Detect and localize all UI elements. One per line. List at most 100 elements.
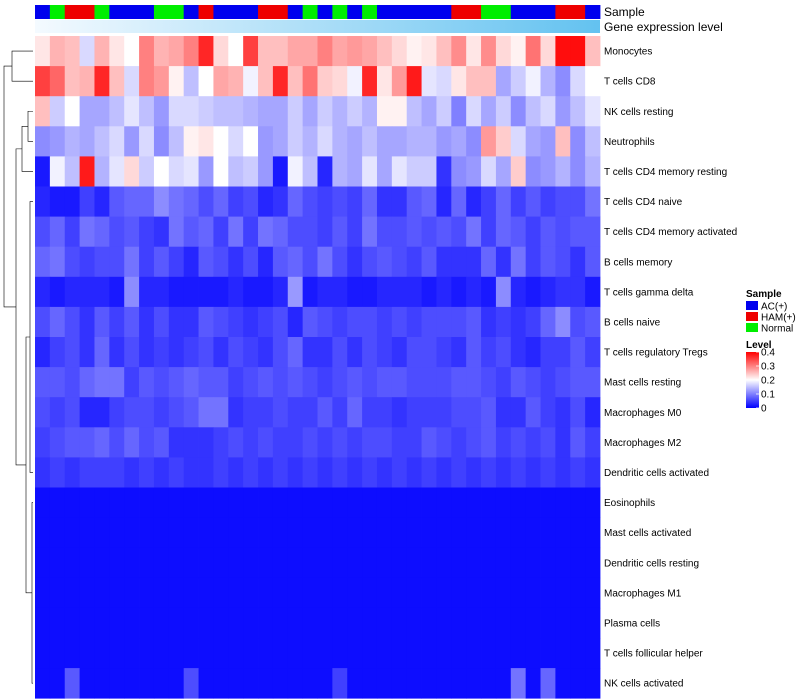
heatmap-cell <box>555 36 571 67</box>
heatmap-cell <box>510 397 527 428</box>
heatmap-cell <box>555 668 571 699</box>
heatmap-cell <box>570 457 586 488</box>
heatmap-cell <box>347 577 363 609</box>
heatmap-cell <box>317 246 333 278</box>
heatmap-cell <box>421 306 437 338</box>
heatmap-cell <box>540 668 556 699</box>
heatmap-cell <box>64 367 81 398</box>
heatmap-cell <box>64 517 81 549</box>
heatmap-cell <box>272 457 289 488</box>
heatmap-cell <box>525 427 541 458</box>
heatmap-cell <box>332 638 348 669</box>
heatmap-cell <box>35 607 51 639</box>
heatmap-cell <box>168 337 185 368</box>
heatmap-cell <box>109 306 125 338</box>
heatmap-cell <box>510 668 527 699</box>
heatmap-cell <box>49 517 66 549</box>
heatmap-cell <box>153 517 170 549</box>
heatmap-cell <box>585 397 601 428</box>
heatmap-cell <box>183 216 199 248</box>
heatmap-cell <box>317 607 333 639</box>
heatmap-cell <box>79 367 95 398</box>
heatmap-cell <box>585 607 601 639</box>
heatmap-cell <box>451 517 467 549</box>
heatmap-cell <box>481 547 497 579</box>
heatmap-cell <box>481 367 497 398</box>
heatmap-cell <box>64 457 81 488</box>
heatmap-cell <box>421 36 437 67</box>
heatmap-cell <box>540 547 556 579</box>
heatmap-cell <box>49 246 66 278</box>
heatmap-cell <box>79 487 95 518</box>
heatmap-cell <box>198 36 214 67</box>
heatmap-cell <box>555 156 571 187</box>
heatmap-cell <box>35 156 51 187</box>
heatmap-cell <box>466 607 482 639</box>
heatmap-cell <box>272 156 289 187</box>
heatmap-cell <box>64 216 81 248</box>
heatmap-cell <box>213 246 229 278</box>
heatmap-cell <box>94 607 110 639</box>
heatmap-cell <box>272 66 289 97</box>
heatmap-cell <box>317 547 333 579</box>
heatmap-cell <box>436 156 452 187</box>
heatmap-cell <box>317 186 333 217</box>
heatmap-cell <box>585 246 601 278</box>
heatmap-cell <box>585 36 601 67</box>
heatmap-cell <box>481 246 497 278</box>
heatmap-cell <box>570 638 586 669</box>
heatmap-cell <box>183 427 199 458</box>
heatmap-cell <box>139 427 155 458</box>
heatmap-cell <box>555 517 571 549</box>
heatmap-cell <box>183 96 199 127</box>
heatmap-cell <box>168 517 185 549</box>
heatmap-cell <box>525 607 541 639</box>
heatmap-cell <box>109 96 125 127</box>
row-label: T cells CD4 memory activated <box>604 227 737 238</box>
heatmap-cell <box>243 96 259 127</box>
heatmap-cell <box>183 517 199 549</box>
heatmap-cell <box>49 547 66 579</box>
heatmap-cell <box>213 66 229 97</box>
heatmap-cell <box>376 577 393 609</box>
heatmap-cell <box>64 36 81 67</box>
heatmap-cell <box>94 547 110 579</box>
heatmap-cell <box>49 96 66 127</box>
row-label: Monocytes <box>604 47 652 58</box>
heatmap-cell <box>585 517 601 549</box>
heatmap-cell <box>139 457 155 488</box>
level-colorbar <box>746 352 759 408</box>
heatmap-cell <box>540 638 556 669</box>
sample-legend: Sample AC(+)HAM(+)Normal <box>746 289 796 335</box>
heatmap-cell <box>302 638 318 669</box>
heatmap-cell <box>49 427 66 458</box>
heatmap-cell <box>362 186 378 217</box>
heatmap-cell <box>585 668 601 699</box>
heatmap-cell <box>79 156 95 187</box>
sample-annotation-cell <box>258 5 274 19</box>
heatmap-cell <box>391 66 408 97</box>
dendrogram-link <box>15 148 26 466</box>
heatmap-cell <box>228 126 244 157</box>
heatmap-cell <box>94 276 110 308</box>
heatmap-cell <box>347 337 363 368</box>
heatmap-cell <box>332 517 348 549</box>
heatmap-cell <box>153 276 170 308</box>
heatmap-cell <box>510 337 527 368</box>
heatmap-cell <box>451 246 467 278</box>
heatmap-cell <box>109 577 125 609</box>
heatmap-cell <box>49 337 66 368</box>
heatmap-cell <box>451 96 467 127</box>
heatmap-cell <box>198 306 214 338</box>
heatmap-cell <box>495 216 512 248</box>
heatmap-cell <box>391 36 408 67</box>
heatmap-cell <box>317 367 333 398</box>
heatmap-cell <box>124 66 140 97</box>
heatmap-cell <box>64 66 81 97</box>
heatmap-cell <box>49 367 66 398</box>
heatmap-cell <box>570 246 586 278</box>
heatmap-cell <box>391 276 408 308</box>
heatmap-cell <box>109 547 125 579</box>
heatmap-cell <box>406 216 422 248</box>
